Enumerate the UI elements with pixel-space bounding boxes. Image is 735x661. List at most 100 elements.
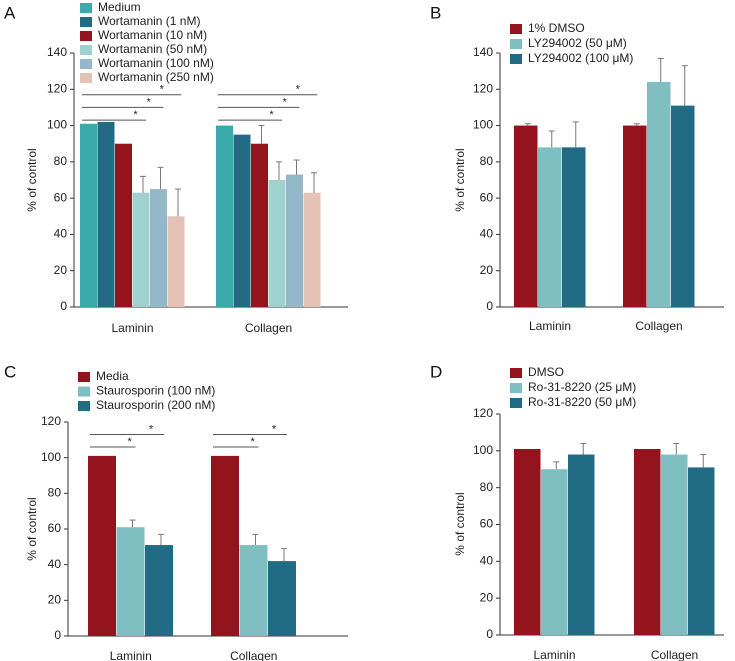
significance-star: * bbox=[269, 109, 274, 121]
x-category-label: Collagen bbox=[245, 321, 292, 335]
y-tick-label: 100 bbox=[47, 118, 67, 132]
significance-star: * bbox=[272, 423, 277, 435]
legend-swatch bbox=[80, 17, 92, 27]
x-category-label: Collagen bbox=[635, 319, 682, 333]
legend-swatch bbox=[78, 401, 90, 411]
significance-star: * bbox=[160, 84, 165, 96]
panel-label: D bbox=[430, 362, 442, 381]
legend-label: 1% DMSO bbox=[528, 21, 585, 35]
bar bbox=[167, 216, 185, 307]
y-tick-label: 20 bbox=[48, 593, 62, 607]
y-axis-label: % of control bbox=[25, 497, 39, 560]
bar bbox=[115, 143, 132, 307]
bar bbox=[647, 82, 671, 308]
significance-star: * bbox=[282, 96, 287, 108]
panel-c: C 0 20 40 60 80 100 120 % of control Laminin Colla… bbox=[4, 362, 348, 661]
bar bbox=[80, 123, 97, 307]
y-tick-label: 0 bbox=[486, 627, 493, 641]
bar bbox=[233, 134, 251, 307]
y-tick-label: 20 bbox=[54, 263, 68, 277]
bar bbox=[541, 469, 568, 635]
y-tick-label: 140 bbox=[473, 45, 493, 59]
x-category-label: Collagen bbox=[230, 649, 277, 661]
bar bbox=[145, 545, 173, 636]
y-tick-label: 40 bbox=[480, 227, 494, 241]
y-tick-label: 40 bbox=[54, 227, 68, 241]
bar bbox=[661, 454, 688, 635]
y-tick-label: 20 bbox=[480, 590, 494, 604]
bar bbox=[88, 455, 116, 636]
significance-star: * bbox=[296, 84, 301, 96]
legend-label: Wortamanin (1 nM) bbox=[98, 14, 200, 28]
legend-swatch bbox=[510, 368, 522, 378]
y-tick-label: 40 bbox=[48, 557, 62, 571]
x-category-label: Laminin bbox=[529, 319, 571, 333]
significance-star: * bbox=[133, 109, 138, 121]
legend-swatch bbox=[78, 386, 90, 397]
y-axis-label: % of control bbox=[453, 492, 467, 555]
y-tick-label: 60 bbox=[54, 190, 68, 204]
y-tick-label: 60 bbox=[48, 521, 62, 535]
legend-swatch bbox=[80, 45, 92, 55]
panel-b: B 0 20 40 60 80 100 120 140 % of control Laminin Co… bbox=[430, 3, 724, 333]
legend-label: Ro-31-8220 (25 μM) bbox=[528, 380, 636, 394]
legend-label: Staurosporin (200 nM) bbox=[96, 398, 215, 412]
legend-label: LY294002 (100 μM) bbox=[528, 51, 633, 65]
y-tick-label: 100 bbox=[473, 118, 493, 132]
y-tick-label: 80 bbox=[480, 154, 494, 168]
bar bbox=[116, 527, 145, 636]
panel-d: D 0 20 40 60 80 100 120 % of control Laminin Colla… bbox=[430, 362, 724, 661]
y-tick-label: 80 bbox=[480, 480, 494, 494]
y-tick-label: 60 bbox=[480, 517, 494, 531]
legend-swatch bbox=[80, 3, 92, 13]
legend-label: Wortamanin (10 nM) bbox=[98, 28, 207, 42]
panel-label: A bbox=[4, 3, 16, 22]
y-tick-label: 80 bbox=[54, 154, 68, 168]
legend-label: Wortamanin (250 nM) bbox=[98, 70, 214, 84]
bar bbox=[150, 189, 167, 307]
bar bbox=[268, 561, 296, 636]
y-tick-label: 120 bbox=[41, 414, 61, 428]
x-category-label: Collagen bbox=[651, 648, 698, 661]
y-tick-label: 60 bbox=[480, 190, 494, 204]
y-tick-label: 0 bbox=[486, 299, 493, 313]
bar bbox=[688, 467, 715, 635]
y-tick-label: 0 bbox=[54, 628, 61, 642]
y-axis-label: % of control bbox=[25, 148, 39, 211]
y-tick-label: 0 bbox=[60, 299, 67, 313]
significance-star: * bbox=[127, 436, 132, 448]
bar bbox=[568, 454, 595, 635]
bar bbox=[634, 448, 661, 635]
panel-a: A 0 20 40 60 80 100 120 140 % of control Laminin Co… bbox=[4, 0, 348, 335]
bar bbox=[538, 147, 562, 307]
legend-swatch bbox=[510, 24, 522, 34]
legend-label: Media bbox=[96, 369, 129, 383]
bar bbox=[268, 180, 286, 307]
significance-star: * bbox=[250, 436, 255, 448]
y-tick-label: 120 bbox=[473, 81, 493, 95]
bar bbox=[286, 174, 303, 307]
x-category-label: Laminin bbox=[111, 321, 153, 335]
y-tick-label: 20 bbox=[480, 263, 494, 277]
bar bbox=[132, 192, 150, 307]
bar bbox=[514, 125, 538, 307]
y-tick-label: 120 bbox=[47, 81, 67, 95]
bar bbox=[562, 147, 586, 307]
bar bbox=[514, 448, 541, 635]
legend-label: DMSO bbox=[528, 365, 564, 379]
bar bbox=[216, 125, 233, 307]
legend-label: Ro-31-8220 (50 μM) bbox=[528, 395, 636, 409]
legend-label: Wortamanin (100 nM) bbox=[98, 56, 214, 70]
legend-swatch bbox=[80, 31, 92, 41]
x-category-label: Laminin bbox=[533, 648, 575, 661]
bar bbox=[623, 125, 647, 307]
legend-swatch bbox=[78, 372, 90, 382]
legend-swatch bbox=[510, 39, 522, 49]
legend-swatch bbox=[510, 383, 522, 393]
bar bbox=[671, 105, 695, 307]
legend-swatch bbox=[80, 59, 92, 69]
significance-star: * bbox=[146, 96, 151, 108]
panel-label: C bbox=[4, 362, 16, 381]
legend-swatch bbox=[80, 73, 92, 83]
bar bbox=[97, 121, 115, 307]
